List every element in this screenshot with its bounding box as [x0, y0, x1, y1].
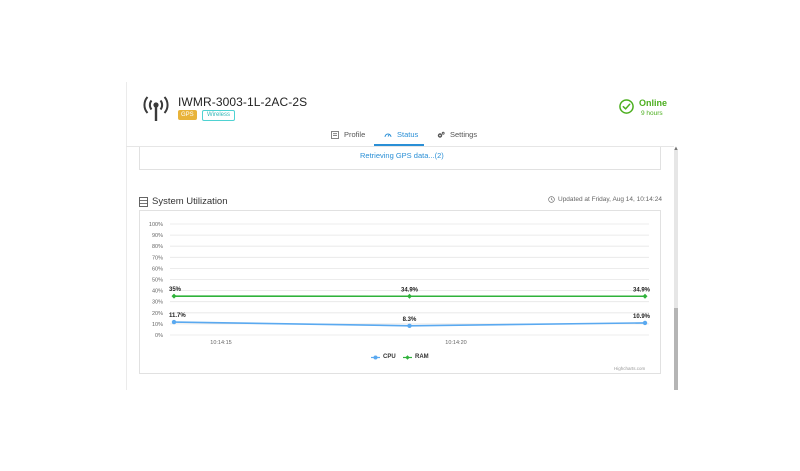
- legend-cpu-label: CPU: [383, 354, 396, 360]
- tab-bar: Profile Status Settings: [126, 126, 674, 146]
- y-tick-label: 10%: [152, 322, 163, 328]
- ram-legend-marker: [403, 354, 412, 360]
- ram-data-point: [171, 293, 177, 299]
- server-icon: [139, 197, 148, 207]
- y-tick-label: 40%: [152, 289, 163, 295]
- scrollbar-thumb[interactable]: [674, 308, 678, 390]
- device-name: IWMR-3003-1L-2AC-2S: [178, 95, 308, 109]
- y-tick-label: 0%: [155, 333, 163, 339]
- uptime-text: 9 hours: [641, 110, 663, 117]
- chart-credits[interactable]: Highcharts.com: [614, 366, 646, 371]
- y-tick-label: 90%: [152, 233, 163, 239]
- tab-settings-label: Settings: [450, 130, 478, 139]
- cpu-data-point: [642, 320, 648, 326]
- tab-divider: [126, 146, 674, 147]
- active-tab-indicator: [374, 144, 424, 146]
- data-label: 34.9%: [401, 287, 419, 293]
- legend-item-ram[interactable]: RAM: [403, 354, 429, 360]
- x-tick-label: 10:14:15: [210, 340, 231, 346]
- profile-icon: [331, 130, 339, 139]
- ram-data-point: [642, 293, 648, 299]
- wireless-badge: Wireless: [202, 110, 236, 121]
- tab-settings[interactable]: Settings: [437, 130, 477, 139]
- y-tick-label: 30%: [152, 300, 163, 306]
- check-circle-icon: [619, 99, 634, 114]
- utilization-chart: 100% 90% 80% 70% 60% 50% 40% 30% 20% 10% 0% 10:14:1…: [149, 222, 651, 346]
- cpu-data-point: [407, 323, 412, 328]
- antenna-icon: [143, 96, 169, 121]
- tab-profile[interactable]: Profile: [331, 130, 365, 139]
- y-tick-label: 70%: [152, 255, 163, 261]
- data-label: 34.9%: [633, 287, 651, 293]
- tab-profile-label: Profile: [344, 130, 366, 139]
- updated-timestamp: Updated at Friday, Aug 14, 10:14:24: [548, 196, 662, 203]
- tab-status[interactable]: Status: [384, 130, 418, 139]
- scrollbar[interactable]: [674, 150, 678, 390]
- status-label: Online: [639, 98, 668, 108]
- chart-container: [139, 210, 661, 374]
- gps-panel: [139, 147, 661, 170]
- section-title: System Utilization: [152, 196, 228, 207]
- gears-icon: [437, 131, 445, 138]
- legend-item-cpu[interactable]: CPU: [371, 354, 396, 360]
- gps-status-text: Retrieving GPS data...(2): [360, 151, 444, 160]
- y-tick-label: 80%: [152, 244, 163, 250]
- data-label: 11.7%: [169, 313, 186, 319]
- updated-text: Updated at Friday, Aug 14, 10:14:24: [558, 196, 662, 203]
- gauge-icon: [384, 133, 392, 137]
- cpu-data-point: [171, 319, 177, 325]
- y-tick-label: 50%: [152, 278, 163, 284]
- gps-badge: GPS: [178, 110, 197, 120]
- scroll-up-icon[interactable]: ▲: [673, 146, 679, 152]
- cpu-legend-marker: [371, 355, 380, 359]
- data-label: 8.3%: [403, 317, 417, 323]
- y-tick-label: 100%: [149, 222, 163, 228]
- y-tick-label: 60%: [152, 266, 163, 272]
- legend-ram-label: RAM: [415, 354, 429, 360]
- y-tick-label: 20%: [152, 311, 163, 317]
- tab-status-label: Status: [397, 130, 419, 139]
- data-label: 35%: [169, 287, 182, 293]
- x-tick-label: 10:14:20: [445, 340, 466, 346]
- clock-icon: [548, 196, 555, 203]
- ram-data-point: [407, 293, 412, 299]
- data-label: 10.9%: [633, 314, 651, 320]
